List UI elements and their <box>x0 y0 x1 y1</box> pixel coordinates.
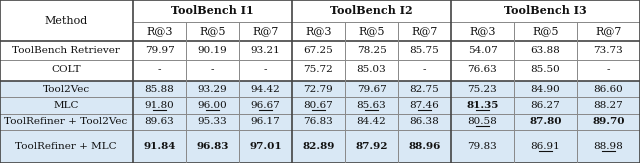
Text: 87.46: 87.46 <box>410 101 440 110</box>
Text: R@3: R@3 <box>469 27 496 37</box>
Text: 82.75: 82.75 <box>410 84 440 94</box>
Text: 73.73: 73.73 <box>594 46 623 55</box>
Text: 94.42: 94.42 <box>251 84 280 94</box>
Text: 85.03: 85.03 <box>356 65 387 74</box>
Text: ToolRefiner + MLC: ToolRefiner + MLC <box>15 142 117 151</box>
Text: 89.70: 89.70 <box>592 118 625 126</box>
Text: 84.42: 84.42 <box>356 118 387 126</box>
Text: 87.92: 87.92 <box>355 142 388 151</box>
Text: -: - <box>264 65 268 74</box>
Text: Tool2Vec: Tool2Vec <box>42 84 90 94</box>
Text: 90.19: 90.19 <box>198 46 227 55</box>
Text: 79.83: 79.83 <box>468 142 497 151</box>
Text: 79.97: 79.97 <box>145 46 174 55</box>
Text: 96.17: 96.17 <box>251 118 280 126</box>
Text: 86.91: 86.91 <box>531 142 561 151</box>
Text: COLT: COLT <box>51 65 81 74</box>
Text: 95.33: 95.33 <box>198 118 227 126</box>
Text: R@7: R@7 <box>595 27 621 37</box>
Text: 96.00: 96.00 <box>198 101 227 110</box>
Text: 96.83: 96.83 <box>196 142 228 151</box>
Text: 78.25: 78.25 <box>356 46 387 55</box>
Text: R@7: R@7 <box>252 27 278 37</box>
Text: 96.67: 96.67 <box>251 101 280 110</box>
Text: -: - <box>211 65 214 74</box>
Text: -: - <box>423 65 426 74</box>
Text: 81.35: 81.35 <box>467 101 499 110</box>
Text: 87.80: 87.80 <box>529 118 562 126</box>
Text: ToolBench I3: ToolBench I3 <box>504 6 587 16</box>
Text: R@5: R@5 <box>199 27 226 37</box>
Text: 76.63: 76.63 <box>468 65 497 74</box>
Text: 85.63: 85.63 <box>356 101 387 110</box>
Text: 54.07: 54.07 <box>468 46 497 55</box>
Text: 67.25: 67.25 <box>303 46 333 55</box>
Text: ToolBench I1: ToolBench I1 <box>171 6 254 16</box>
Text: 91.80: 91.80 <box>145 101 174 110</box>
Text: -: - <box>157 65 161 74</box>
Text: ToolBench I2: ToolBench I2 <box>330 6 413 16</box>
Text: 89.63: 89.63 <box>145 118 174 126</box>
Text: 85.75: 85.75 <box>410 46 440 55</box>
Text: 84.90: 84.90 <box>531 84 561 94</box>
Text: 86.60: 86.60 <box>594 84 623 94</box>
Text: 93.21: 93.21 <box>251 46 280 55</box>
Text: 72.79: 72.79 <box>303 84 333 94</box>
Bar <box>0 81 640 163</box>
Text: R@3: R@3 <box>305 27 332 37</box>
Text: Method: Method <box>44 15 88 25</box>
Text: 82.89: 82.89 <box>302 142 335 151</box>
Text: 85.50: 85.50 <box>531 65 561 74</box>
Text: ToolBench Retriever: ToolBench Retriever <box>12 46 120 55</box>
Text: 75.23: 75.23 <box>468 84 497 94</box>
Text: -: - <box>607 65 611 74</box>
Text: R@7: R@7 <box>412 27 438 37</box>
Text: R@3: R@3 <box>147 27 173 37</box>
Text: 86.38: 86.38 <box>410 118 440 126</box>
Text: 88.98: 88.98 <box>594 142 623 151</box>
Text: 63.88: 63.88 <box>531 46 561 55</box>
Text: 91.84: 91.84 <box>143 142 176 151</box>
Text: 88.96: 88.96 <box>408 142 441 151</box>
Text: ToolRefiner + Tool2Vec: ToolRefiner + Tool2Vec <box>4 118 127 126</box>
Text: MLC: MLC <box>53 101 79 110</box>
Text: 97.01: 97.01 <box>249 142 282 151</box>
Text: 79.67: 79.67 <box>356 84 387 94</box>
Text: 85.88: 85.88 <box>145 84 174 94</box>
Text: R@5: R@5 <box>358 27 385 37</box>
Text: 86.27: 86.27 <box>531 101 561 110</box>
Text: R@5: R@5 <box>532 27 559 37</box>
Text: 76.83: 76.83 <box>303 118 333 126</box>
Text: 75.72: 75.72 <box>303 65 333 74</box>
Text: 80.58: 80.58 <box>468 118 497 126</box>
Text: 80.67: 80.67 <box>303 101 333 110</box>
Text: 93.29: 93.29 <box>198 84 227 94</box>
Text: 88.27: 88.27 <box>594 101 623 110</box>
